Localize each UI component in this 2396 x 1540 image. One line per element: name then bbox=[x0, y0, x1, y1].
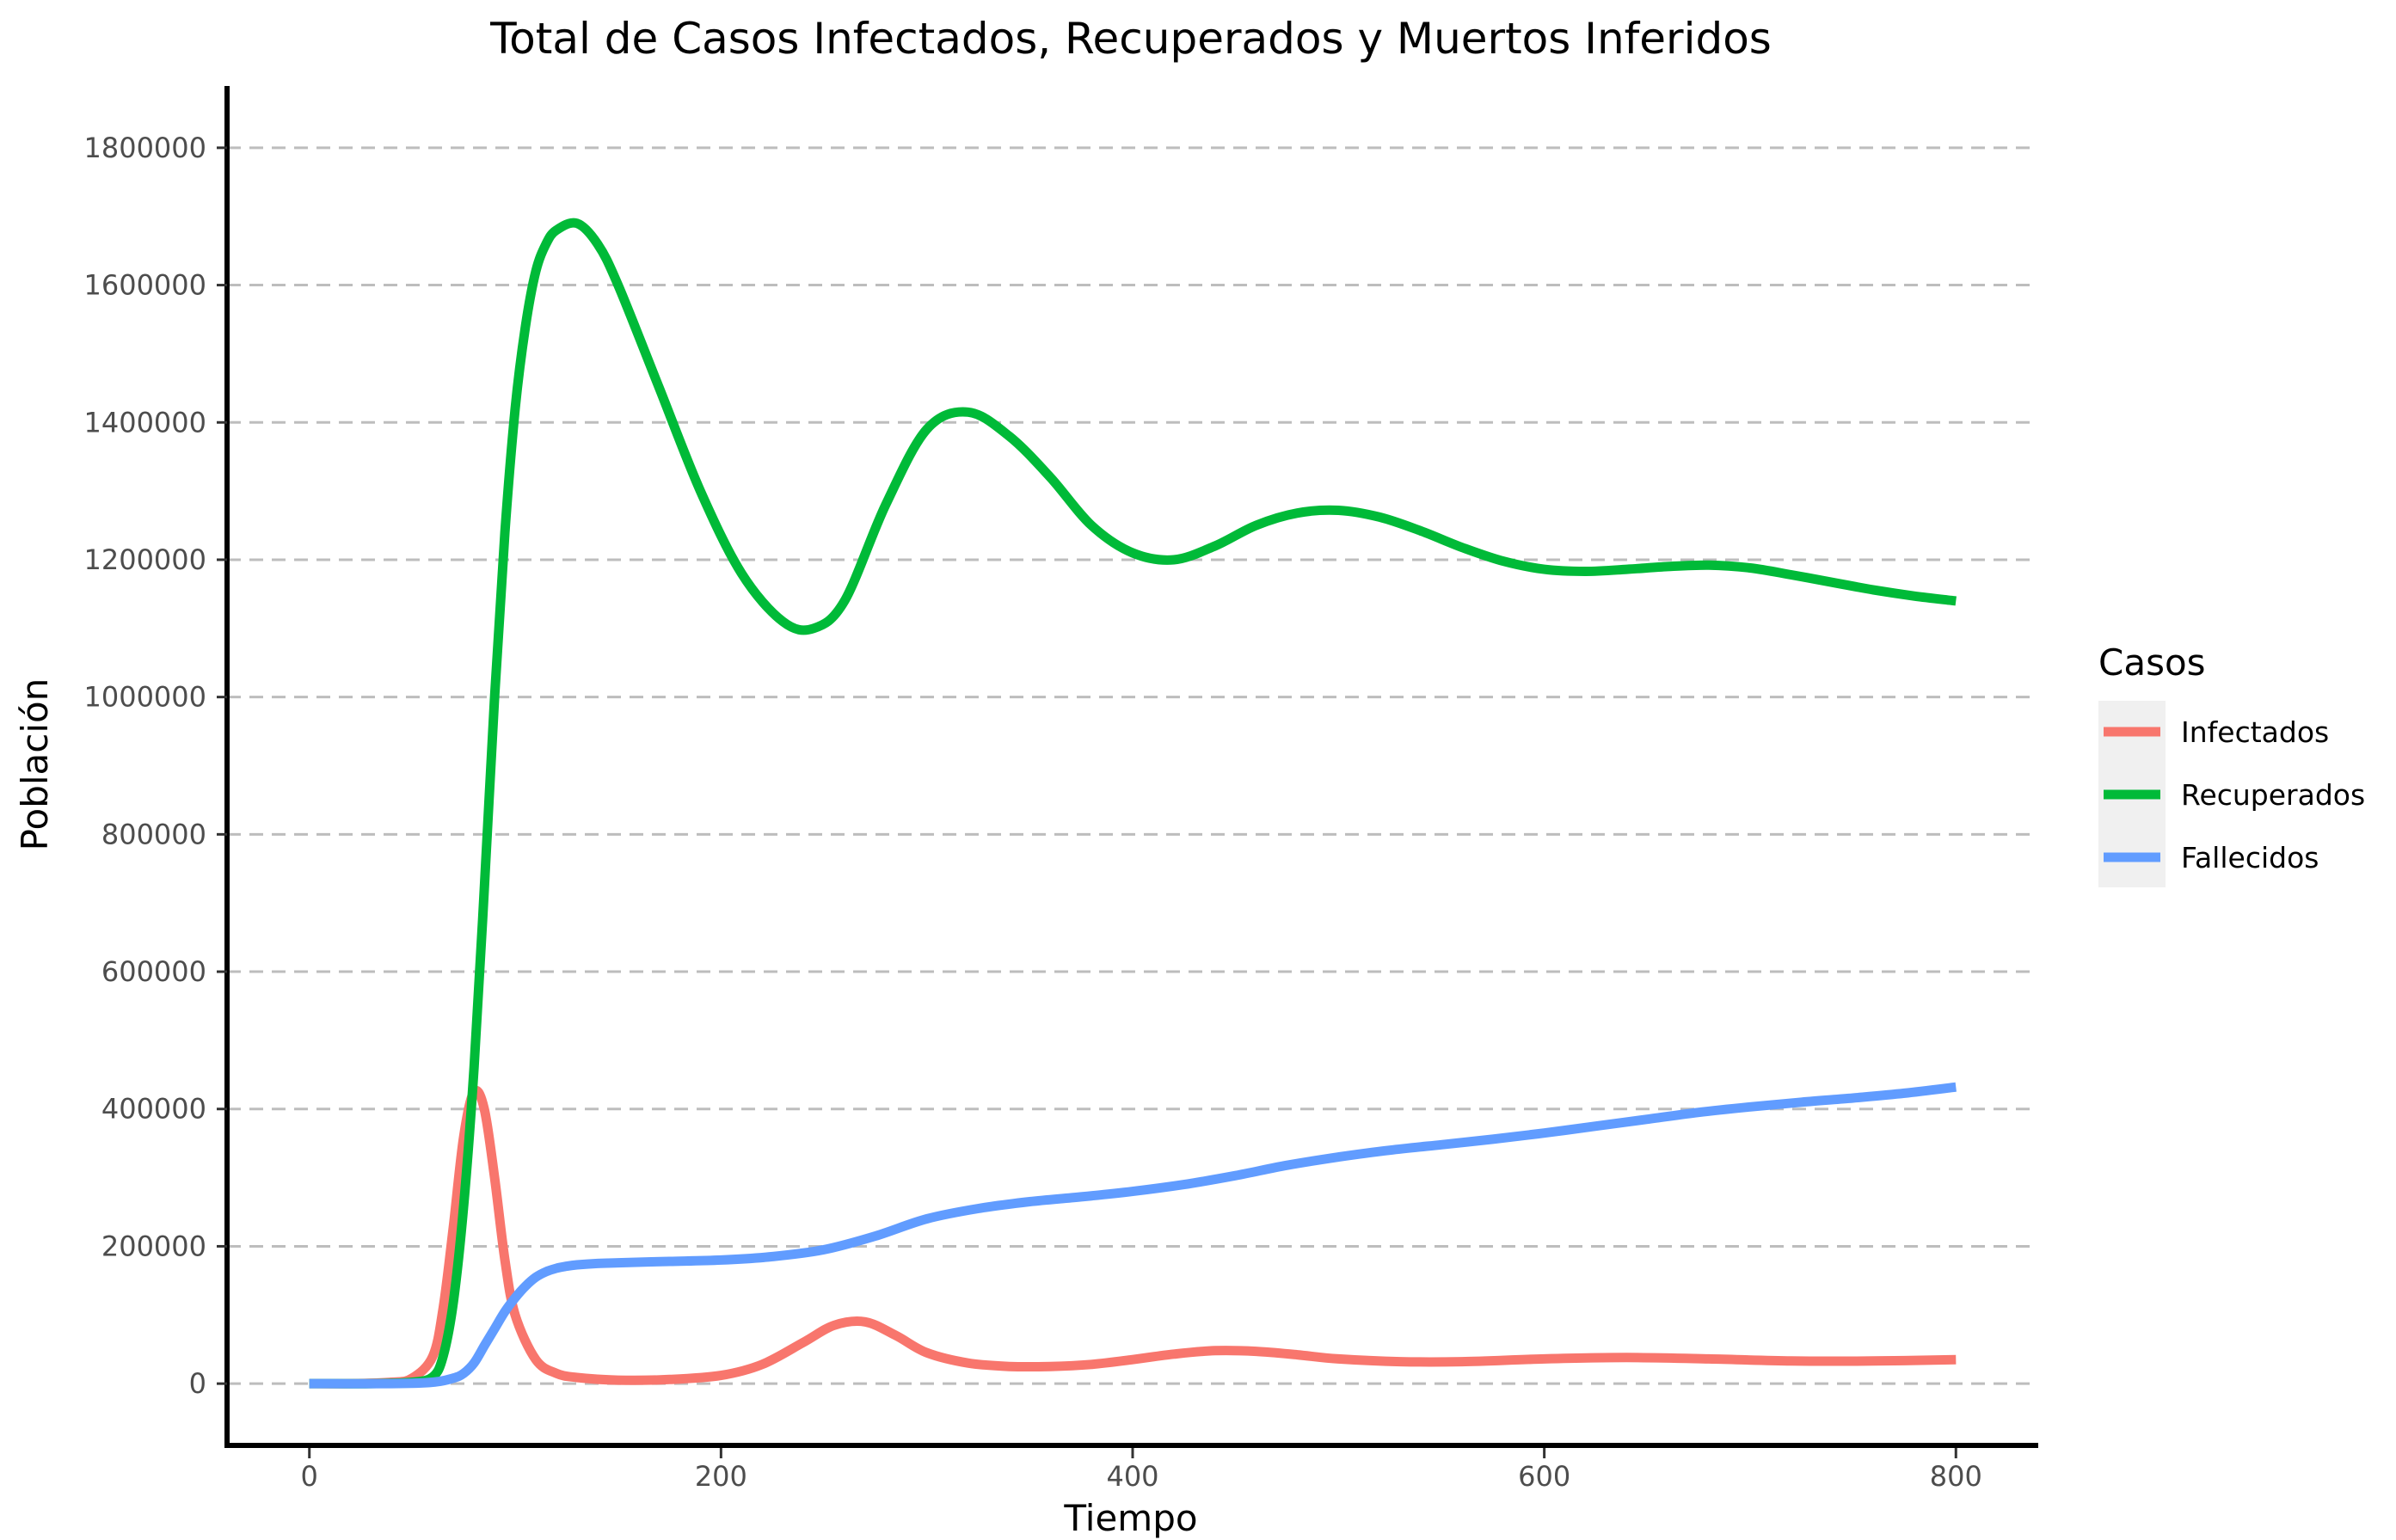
y-tick-label: 0 bbox=[189, 1367, 206, 1400]
y-tick-label: 200000 bbox=[101, 1230, 206, 1262]
y-tick-label: 1400000 bbox=[83, 406, 206, 439]
gridlines bbox=[227, 146, 2038, 1385]
legend-label-fallecidos: Fallecidos bbox=[2181, 841, 2319, 874]
x-tick-label: 800 bbox=[1930, 1460, 1982, 1493]
y-tick-label: 1000000 bbox=[83, 681, 206, 714]
y-tick-label: 1800000 bbox=[83, 132, 206, 164]
y-axis-ticks: 0 200000 400000 600000 800000 1000000 1200000 1… bbox=[83, 132, 227, 1400]
series-line-infectados bbox=[309, 1085, 1957, 1389]
x-tick-label: 600 bbox=[1518, 1460, 1570, 1493]
x-tick-label: 200 bbox=[695, 1460, 747, 1493]
chart-title: Total de Casos Infectados, Recuperados y… bbox=[489, 14, 1772, 64]
series-line-recuperados bbox=[309, 218, 1957, 1389]
series-line-fallecidos bbox=[309, 1082, 1957, 1389]
y-tick-label: 800000 bbox=[101, 818, 206, 850]
x-axis-ticks: 0 200 400 600 800 bbox=[301, 1448, 1982, 1493]
legend-items: Infectados Recuperados Fallecidos bbox=[2104, 715, 2365, 874]
y-tick-label: 1600000 bbox=[83, 269, 206, 302]
legend-label-infectados: Infectados bbox=[2181, 715, 2329, 749]
x-axis-title: Tiempo bbox=[1063, 1497, 1197, 1539]
legend-label-recuperados: Recuperados bbox=[2181, 778, 2365, 812]
x-tick-label: 400 bbox=[1106, 1460, 1158, 1493]
legend: Casos Infectados Recuperados Fallecidos bbox=[2098, 641, 2365, 887]
y-tick-label: 600000 bbox=[101, 955, 206, 988]
y-tick-label: 1200000 bbox=[83, 543, 206, 576]
y-tick-label: 400000 bbox=[101, 1093, 206, 1126]
x-tick-label: 0 bbox=[301, 1460, 318, 1493]
plot-area bbox=[309, 218, 1957, 1389]
y-axis-title: Población bbox=[14, 678, 56, 851]
legend-title: Casos bbox=[2098, 641, 2206, 684]
